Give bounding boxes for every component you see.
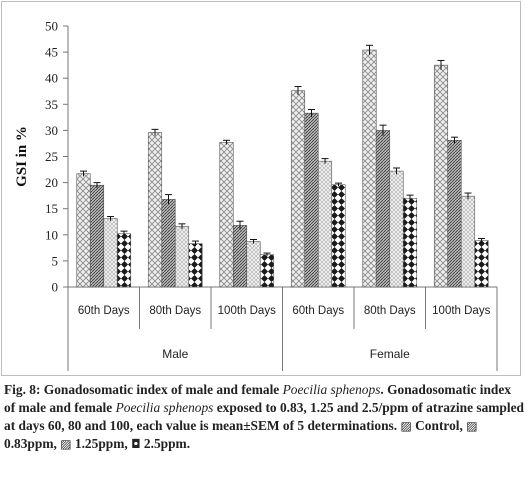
legend-25ppm-label: 2.5ppm. [140,436,191,451]
caption-body-species: Poecilia sphenops [115,400,214,415]
category-label: 80th Days [364,305,416,317]
legend-125ppm-icon: ▨ [60,437,72,451]
caption-title-suffix: . [380,382,384,397]
bar [447,140,462,288]
bar [219,142,234,288]
category-label: 80th Days [149,305,201,317]
bar [103,218,118,288]
y-tick-label: 10 [45,227,58,242]
caption-species: Poecilia sphenops [282,382,381,397]
bar [76,173,91,288]
y-tick-label: 20 [45,175,58,190]
bar [290,90,306,288]
chart-frame: 0 5 10 15 20 25 30 35 40 45 50 GSI in % 60th Days 80t… [1,1,521,376]
bar [147,132,163,288]
bar [389,170,404,288]
bar [402,197,418,288]
bar [232,225,248,288]
y-tick-label: 40 [45,71,58,86]
bar [304,112,319,288]
bar [188,243,203,288]
legend-control-label: Control, [411,418,467,433]
y-tick-label: 15 [45,201,58,216]
bars [76,44,489,288]
group-label: Male [162,347,188,361]
category-label: 60th Days [292,305,344,317]
bar [259,254,275,288]
group-label: Female [370,347,410,361]
legend-083ppm-icon: ▨ [466,419,478,433]
bar [89,184,105,288]
bar [331,184,346,288]
y-tick-label: 50 [45,19,58,34]
y-axis-title: GSI in % [14,126,30,187]
legend-25ppm-icon: ◘ [131,437,141,451]
caption-body-prefix: Gonadosomatic index of male and female [4,382,512,415]
caption-body-text: exposed to 0.83, 1.25 and 2.5/ppm of atr… [4,400,524,433]
bar [174,226,190,288]
bar [375,130,391,288]
category-label: 60th Days [78,305,130,317]
caption-title-prefix: Gonadosomatic index of male and female [43,382,283,397]
labels: 0 5 10 15 20 25 30 35 40 45 50 GSI in % 60th Days 80t… [14,19,491,362]
bar [116,233,132,288]
legend-125ppm-label: 1.25ppm, [71,436,132,451]
legend-083ppm-label: 0.83ppm, [4,436,61,451]
category-label: 100th Days [218,305,276,317]
bar [362,49,377,288]
y-tick-label: 5 [52,253,59,268]
bar [317,160,333,288]
y-tick-label: 45 [45,45,58,60]
axes [63,25,498,371]
category-label: 100th Days [432,305,490,317]
bar [161,199,176,288]
caption-fig-label: Fig. 8: [4,382,44,397]
bar [460,195,476,288]
legend-control-icon: ▨ [400,419,412,433]
bar [474,240,489,288]
y-tick-label: 30 [45,123,58,138]
figure-caption: Fig. 8: Gonadosomatic index of male and … [4,381,524,453]
y-tick-label: 0 [52,280,59,295]
bar [246,241,261,288]
y-tick-label: 35 [45,97,58,112]
bar-chart: 0 5 10 15 20 25 30 35 40 45 50 GSI in % 60th Days 80t… [14,19,498,371]
y-tick-label: 25 [45,149,58,164]
bar [433,64,449,288]
